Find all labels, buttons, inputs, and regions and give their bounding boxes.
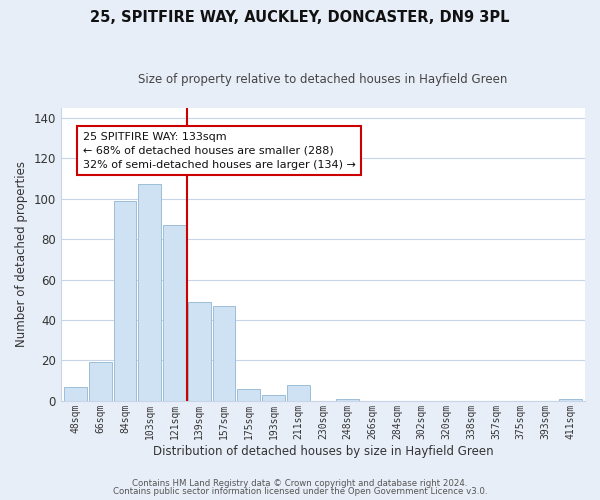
Bar: [559, 399, 581, 401]
Text: 25 SPITFIRE WAY: 133sqm
← 68% of detached houses are smaller (288)
32% of semi-d: 25 SPITFIRE WAY: 133sqm ← 68% of detache…: [83, 132, 356, 170]
Title: Size of property relative to detached houses in Hayfield Green: Size of property relative to detached ho…: [138, 72, 508, 86]
X-axis label: Distribution of detached houses by size in Hayfield Green: Distribution of detached houses by size …: [152, 444, 493, 458]
Bar: [163, 225, 186, 401]
Bar: [89, 362, 112, 401]
Bar: [114, 200, 136, 401]
Bar: [64, 387, 87, 401]
Bar: [336, 399, 359, 401]
Text: Contains HM Land Registry data © Crown copyright and database right 2024.: Contains HM Land Registry data © Crown c…: [132, 478, 468, 488]
Bar: [212, 306, 235, 401]
Bar: [262, 395, 285, 401]
Bar: [139, 184, 161, 401]
Text: Contains public sector information licensed under the Open Government Licence v3: Contains public sector information licen…: [113, 487, 487, 496]
Bar: [238, 389, 260, 401]
Bar: [188, 302, 211, 401]
Bar: [287, 384, 310, 401]
Y-axis label: Number of detached properties: Number of detached properties: [15, 161, 28, 347]
Text: 25, SPITFIRE WAY, AUCKLEY, DONCASTER, DN9 3PL: 25, SPITFIRE WAY, AUCKLEY, DONCASTER, DN…: [90, 10, 510, 25]
